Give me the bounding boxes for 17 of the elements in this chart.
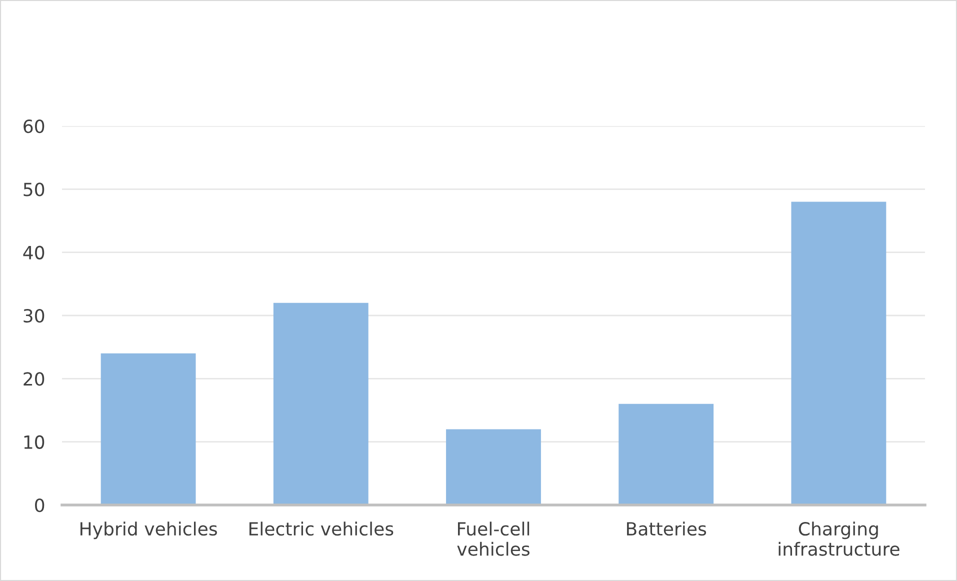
y-tick-label: 40 — [23, 246, 44, 260]
x-tick-label: Hybrid vehicles — [80, 522, 217, 540]
x-tick-label: Fuel-cell vehicles — [457, 522, 530, 556]
bar — [273, 302, 368, 505]
bar — [100, 353, 196, 505]
x-tick-label: Charging infrastructure — [778, 522, 900, 556]
bar — [446, 429, 541, 505]
y-tick-label: 20 — [24, 372, 44, 386]
x-tick-label: Batteries — [627, 522, 706, 536]
y-tick-label: 60 — [24, 119, 44, 134]
y-tick-label: 50 — [24, 182, 44, 196]
y-tick-label: 10 — [24, 435, 44, 449]
y-tick-label: 0 — [35, 498, 44, 512]
x-tick-label: Electric vehicles — [249, 522, 394, 536]
bar — [791, 202, 886, 505]
bar — [618, 404, 714, 505]
y-tick-label: 30 — [24, 308, 44, 323]
